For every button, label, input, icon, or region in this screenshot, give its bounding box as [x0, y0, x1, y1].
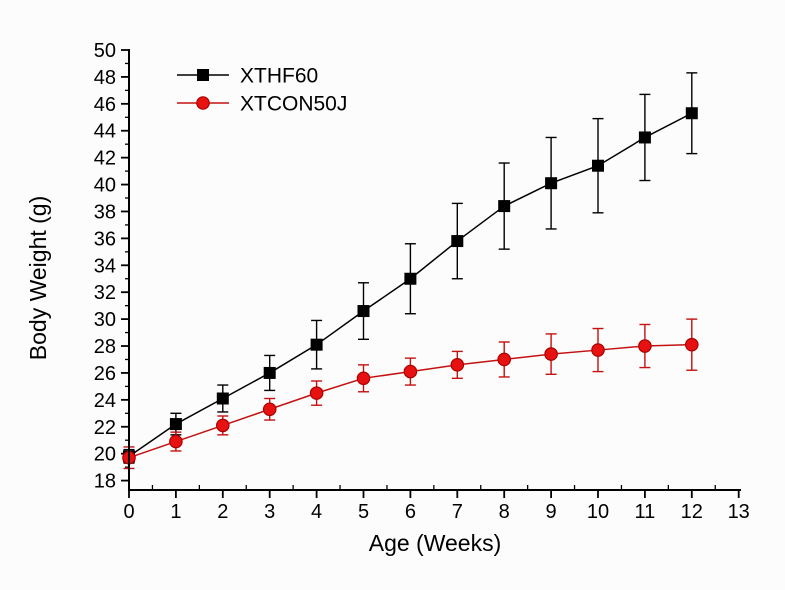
x-axis-title: Age (Weeks): [369, 530, 502, 556]
legend-item: XTCON50J: [177, 93, 347, 116]
legend-label: XTCON50J: [240, 93, 347, 116]
data-point-square: [310, 338, 323, 351]
y-tick-label: 22: [94, 417, 116, 439]
y-tick-label: 30: [94, 309, 116, 331]
x-tick-label: 12: [681, 501, 703, 523]
legend-label: XTHF60: [240, 65, 318, 88]
x-tick-label: 9: [546, 501, 557, 523]
y-tick-label: 42: [94, 148, 116, 170]
data-point-square: [404, 272, 417, 285]
data-point-circle: [684, 337, 699, 352]
y-tick-label: 44: [94, 121, 116, 143]
y-tick-label: 26: [94, 363, 116, 385]
series-XTHF60: [123, 72, 698, 464]
data-point-circle: [216, 418, 230, 433]
data-point-circle: [638, 339, 652, 353]
data-point-circle: [356, 371, 371, 386]
data-point-circle: [450, 358, 465, 372]
x-tick-label: 2: [217, 501, 228, 523]
series-XTCON50J: [122, 318, 699, 470]
data-point-circle: [544, 347, 558, 361]
x-tick-label: 10: [587, 501, 609, 523]
y-tick-label: 34: [94, 255, 116, 277]
x-tick-label: 4: [311, 501, 322, 523]
legend-marker-square: [197, 69, 209, 81]
legend-marker-circle: [196, 96, 210, 110]
data-point-circle: [497, 352, 511, 367]
y-tick-label: 40: [94, 175, 116, 197]
y-tick-label: 38: [94, 201, 116, 223]
y-tick-label: 32: [94, 282, 116, 304]
y-axis-title: Body Weight (g): [25, 196, 51, 360]
data-point-circle: [403, 364, 418, 379]
y-tick-label: 20: [94, 444, 116, 466]
x-tick-label: 5: [358, 501, 369, 523]
data-point-circle: [262, 402, 277, 417]
axis-ticks: [121, 49, 740, 498]
x-tick-label: 0: [123, 501, 134, 523]
data-series: [122, 72, 699, 470]
legend-item: XTHF60: [177, 65, 318, 88]
data-point-circle: [309, 386, 324, 400]
legend: XTHF60 XTCON50J: [177, 65, 347, 116]
data-point-circle: [591, 343, 605, 357]
y-tick-label: 24: [94, 390, 116, 412]
x-tick-label: 1: [170, 501, 181, 523]
data-point-square: [685, 107, 698, 120]
x-tick-label: 8: [499, 501, 510, 523]
x-tick-label: 7: [452, 501, 463, 523]
y-tick-label: 18: [94, 471, 116, 493]
data-point-square: [498, 200, 511, 213]
x-tick-label: 13: [728, 501, 750, 523]
y-tick-label: 36: [94, 228, 116, 250]
data-point-square: [169, 418, 182, 431]
y-tick-label: 50: [94, 40, 116, 62]
x-tick-label: 3: [264, 501, 275, 523]
y-tick-label: 46: [94, 94, 116, 116]
x-tick-label: 11: [635, 501, 656, 523]
data-point-square: [357, 305, 370, 318]
data-point-circle: [169, 434, 183, 449]
data-point-square: [216, 392, 229, 405]
data-point-square: [638, 131, 651, 144]
data-point-square: [451, 235, 464, 248]
data-point-square: [263, 366, 276, 379]
x-tick-label: 6: [405, 501, 416, 523]
y-tick-label: 28: [94, 336, 116, 358]
data-point-square: [545, 177, 558, 190]
y-tick-label: 48: [94, 67, 116, 89]
data-point-square: [592, 159, 604, 172]
